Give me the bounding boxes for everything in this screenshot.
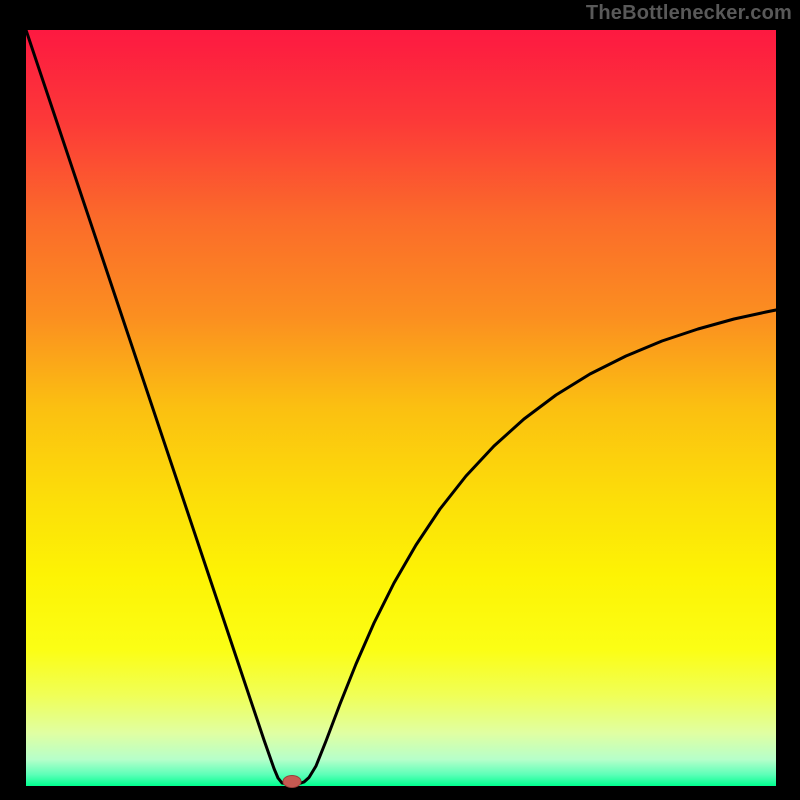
watermark-text: TheBottlenecker.com — [586, 2, 792, 25]
chart-svg — [0, 0, 800, 800]
chart-frame: TheBottlenecker.com — [0, 0, 800, 800]
optimal-marker — [283, 776, 301, 788]
plot-background — [26, 30, 776, 786]
